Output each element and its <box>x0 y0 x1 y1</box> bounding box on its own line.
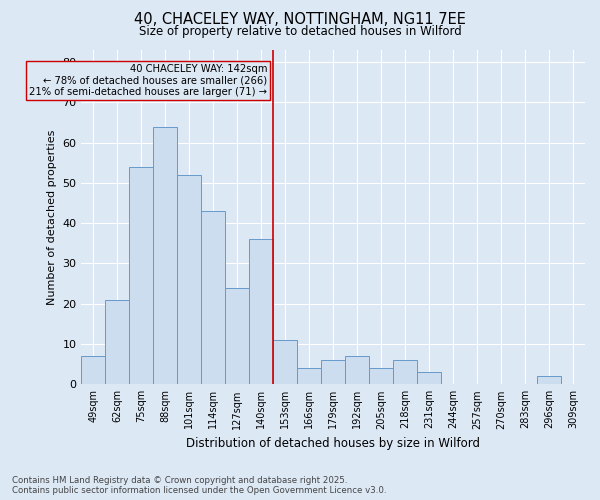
Bar <box>273 340 297 384</box>
Bar <box>201 211 225 384</box>
Bar <box>537 376 561 384</box>
Bar <box>321 360 345 384</box>
X-axis label: Distribution of detached houses by size in Wilford: Distribution of detached houses by size … <box>186 437 480 450</box>
Bar <box>393 360 417 384</box>
Bar <box>82 356 106 384</box>
Text: 40 CHACELEY WAY: 142sqm
← 78% of detached houses are smaller (266)
21% of semi-d: 40 CHACELEY WAY: 142sqm ← 78% of detache… <box>29 64 267 98</box>
Bar <box>178 175 201 384</box>
Bar <box>249 240 273 384</box>
Bar <box>154 126 178 384</box>
Bar <box>369 368 393 384</box>
Text: Size of property relative to detached houses in Wilford: Size of property relative to detached ho… <box>139 25 461 38</box>
Bar <box>130 167 154 384</box>
Bar <box>297 368 321 384</box>
Bar <box>225 288 249 384</box>
Bar <box>106 300 130 384</box>
Y-axis label: Number of detached properties: Number of detached properties <box>47 130 57 305</box>
Bar <box>417 372 441 384</box>
Text: Contains HM Land Registry data © Crown copyright and database right 2025.
Contai: Contains HM Land Registry data © Crown c… <box>12 476 386 495</box>
Text: 40, CHACELEY WAY, NOTTINGHAM, NG11 7EE: 40, CHACELEY WAY, NOTTINGHAM, NG11 7EE <box>134 12 466 28</box>
Bar <box>345 356 369 384</box>
